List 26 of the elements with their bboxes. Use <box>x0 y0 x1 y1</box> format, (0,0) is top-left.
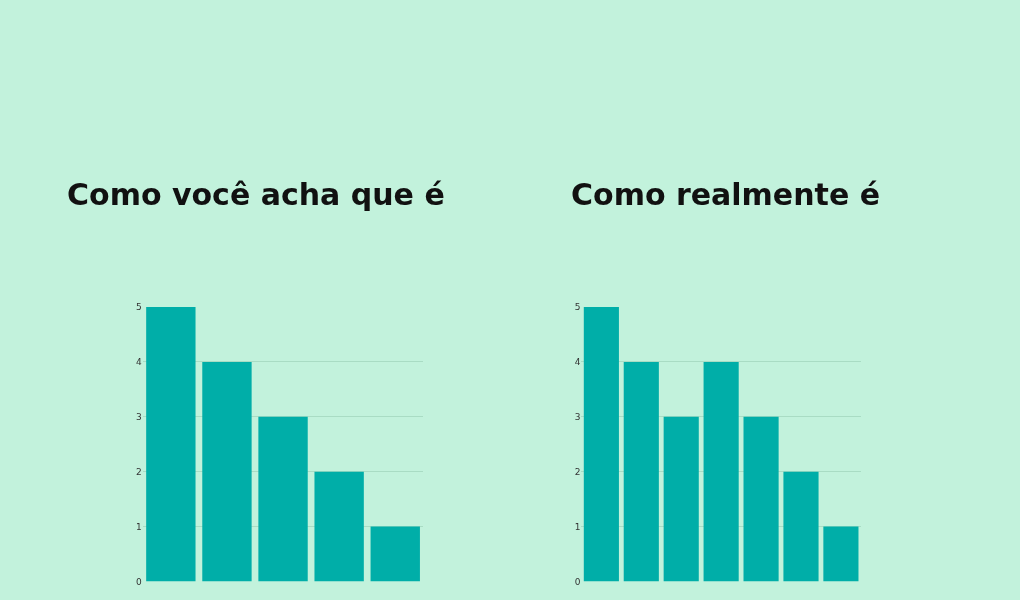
y-tick-label: 0 <box>136 576 143 587</box>
y-tick-label: 5 <box>574 302 581 313</box>
bar <box>258 416 308 582</box>
bar <box>703 361 739 582</box>
bar <box>743 416 779 582</box>
bar <box>823 526 859 582</box>
y-tick-label: 4 <box>574 357 581 368</box>
y-tick-label: 5 <box>136 302 142 313</box>
bar <box>583 307 619 582</box>
bar <box>146 307 196 582</box>
chart-title: Como você acha que é <box>67 177 445 212</box>
bar <box>663 416 699 582</box>
y-tick-label: 2 <box>574 466 581 477</box>
y-tick-label: 0 <box>574 576 581 587</box>
y-tick-label: 2 <box>136 466 142 477</box>
y-tick-label: 3 <box>136 411 142 422</box>
y-tick-label: 1 <box>574 521 581 532</box>
y-tick-label: 3 <box>574 411 581 422</box>
y-tick-label: 4 <box>136 357 143 368</box>
bar <box>314 471 364 582</box>
chart-title: Como realmente é <box>571 177 881 212</box>
bar <box>623 361 659 582</box>
bar <box>783 471 819 582</box>
y-tick-label: 1 <box>136 521 142 532</box>
bar <box>370 526 420 582</box>
bar <box>202 361 252 582</box>
